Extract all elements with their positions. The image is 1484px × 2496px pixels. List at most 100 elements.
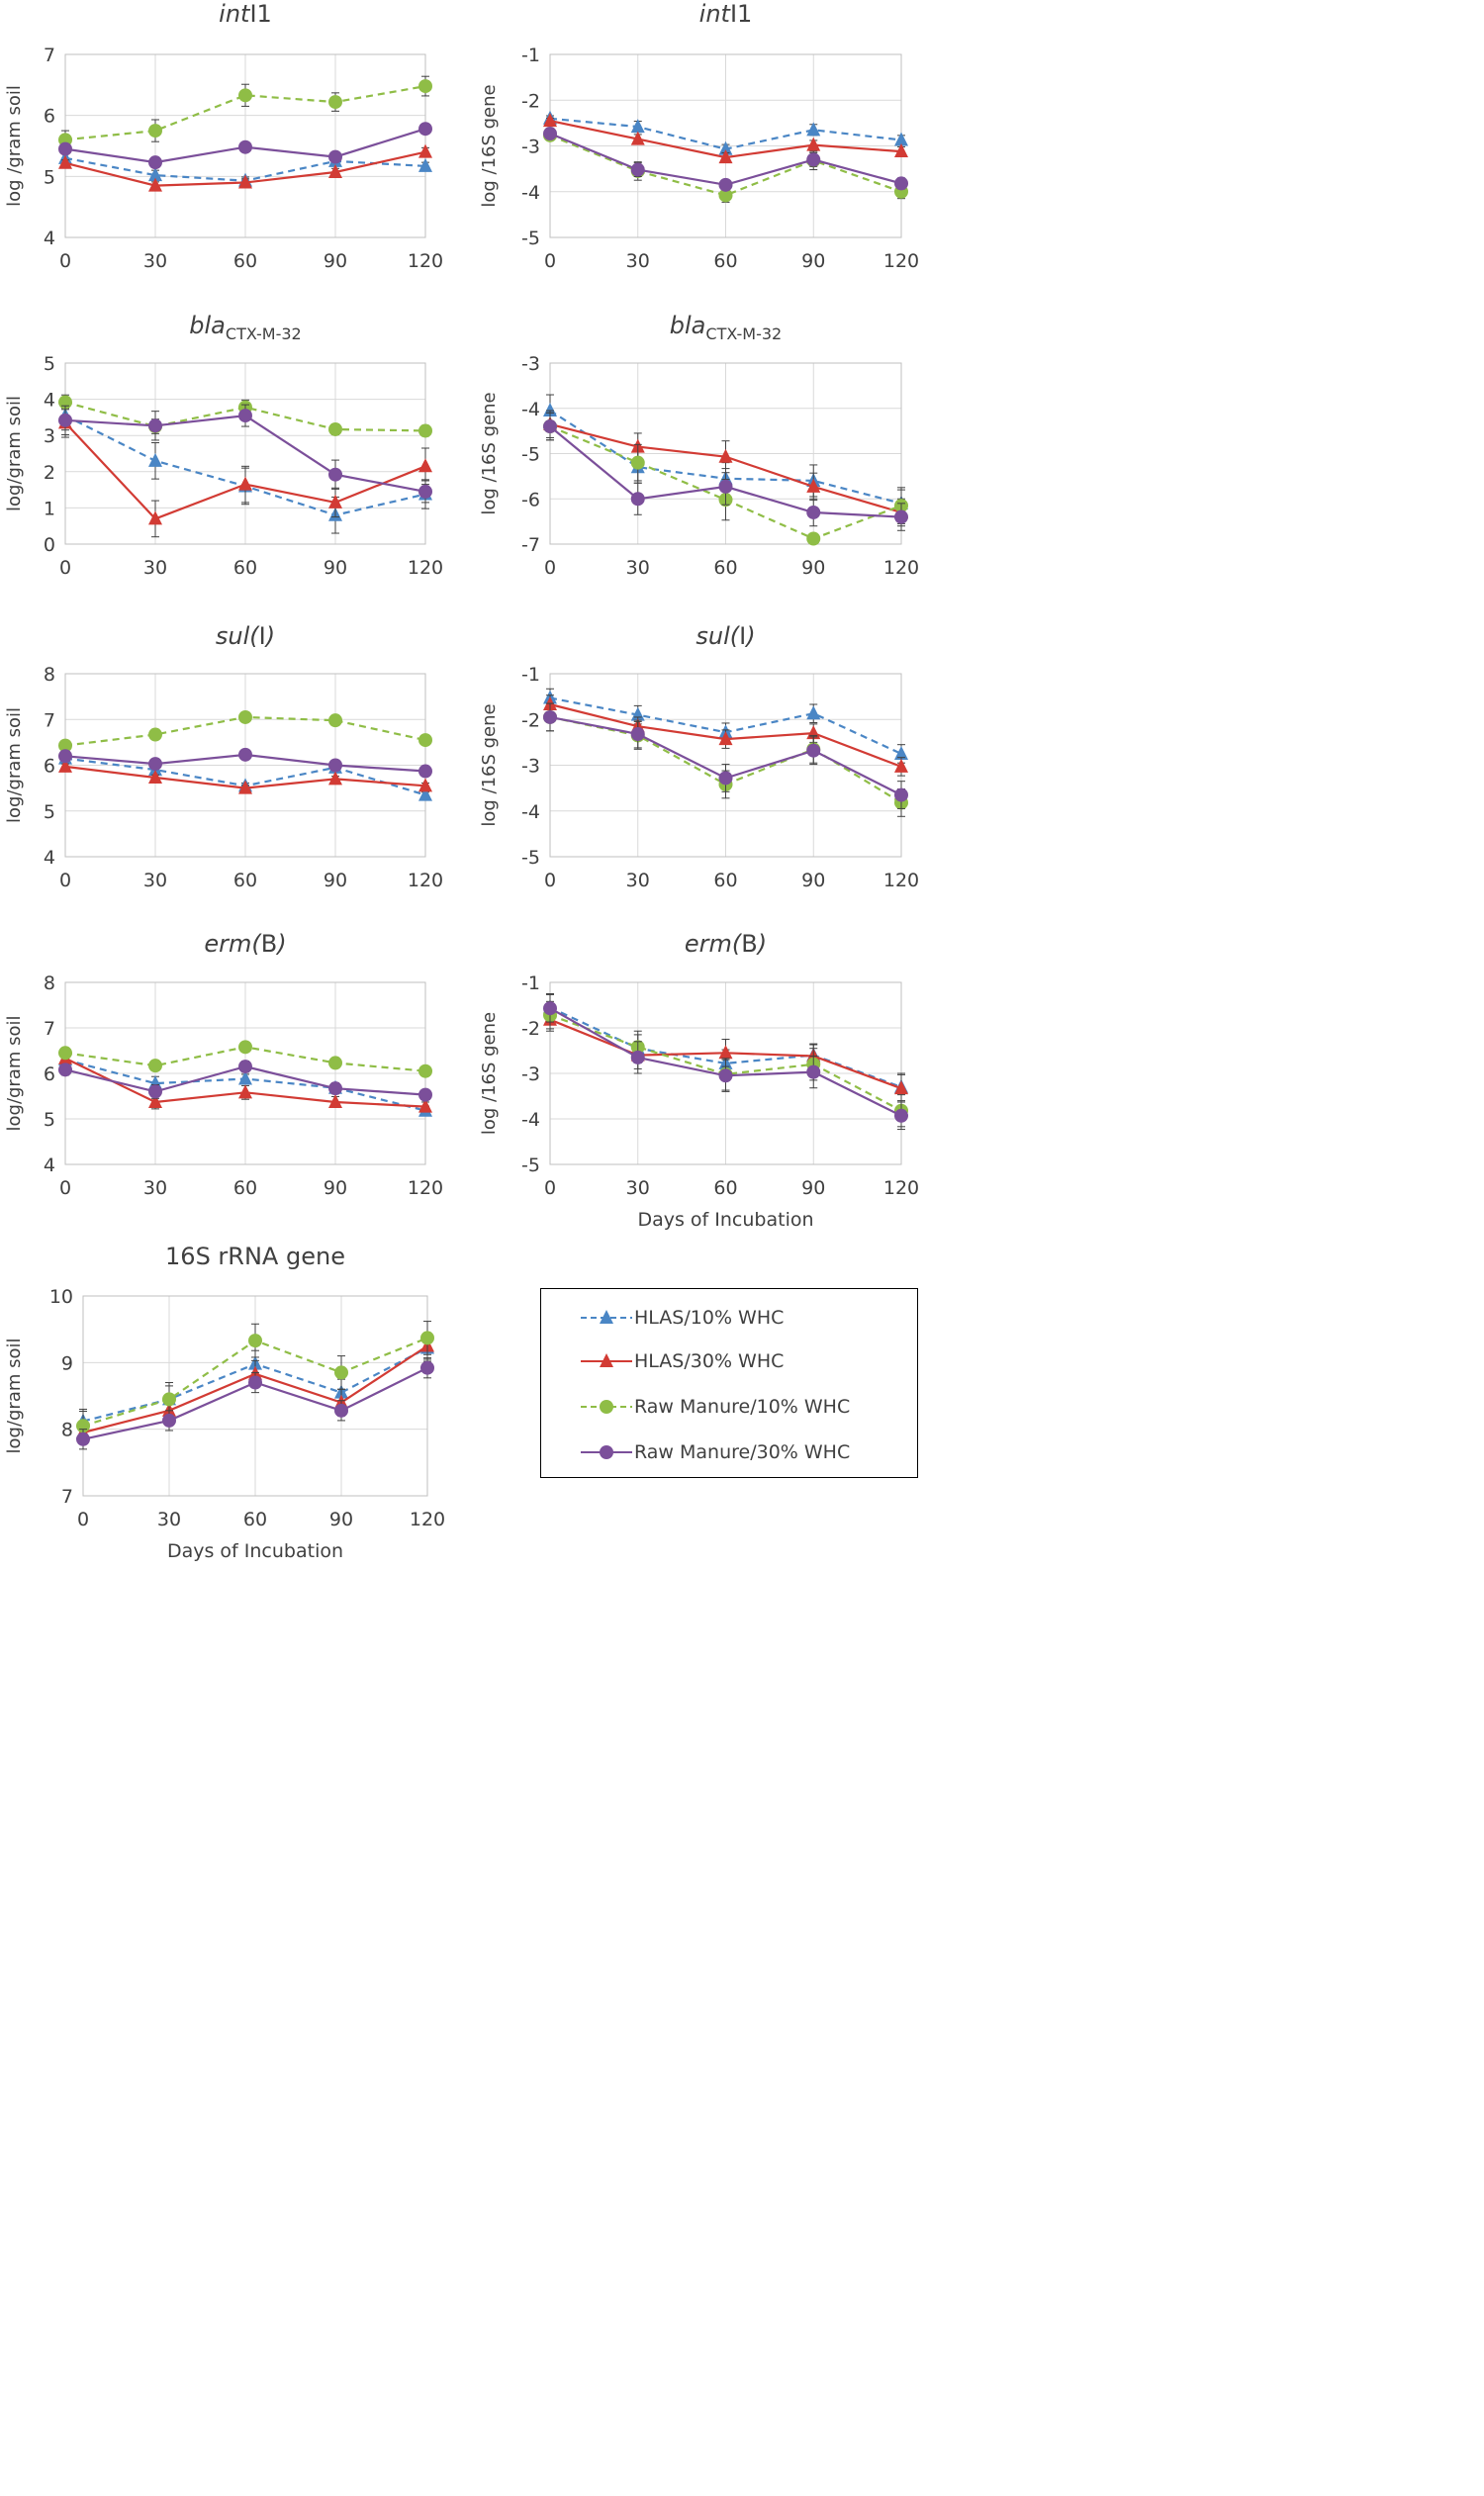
y-tick-label: 2 (44, 462, 55, 484)
series-raw-manure-10-whc (58, 1040, 432, 1078)
x-tick-label: 120 (408, 1177, 443, 1199)
y-tick-label: 4 (44, 1155, 55, 1176)
y-tick-label: -3 (521, 137, 540, 158)
circle-marker-icon (600, 1400, 613, 1414)
plot-frame (82, 1295, 428, 1497)
data-point (238, 88, 252, 103)
series-hlas-30-whc (58, 758, 432, 794)
data-point (543, 113, 557, 128)
chart-intl1-16s: 0 30 60 90 120 -5 -4 -3 -2 -1 log /16S gene intI1 (479, 0, 919, 272)
y-axis-label: log /16S gene (479, 1012, 500, 1135)
y-tick-label: -4 (521, 182, 540, 204)
y-tick-label: 4 (44, 847, 55, 869)
data-point (148, 769, 162, 784)
data-point (238, 1084, 252, 1099)
data-point (328, 421, 342, 436)
legend-item-hlas-30: HLAS/30% WHC (541, 1346, 917, 1376)
y-tick-label: -3 (521, 1063, 540, 1085)
chart-title-part: erm( (204, 930, 262, 958)
x-tick-label: 60 (233, 870, 257, 891)
x-tick-label: 120 (408, 557, 443, 579)
data-point (718, 177, 733, 192)
data-point (328, 1081, 342, 1096)
y-tick-label: -2 (521, 709, 540, 731)
series-raw-manure-30-whc (543, 993, 908, 1131)
y-tick-label: -4 (521, 399, 540, 420)
triangle-marker-icon (600, 1310, 613, 1324)
data-point (418, 1098, 432, 1113)
y-axis-label: log /16S gene (479, 84, 500, 207)
data-point (328, 771, 342, 786)
x-tick-label: 0 (77, 1509, 89, 1530)
data-point (148, 418, 162, 433)
data-point (718, 149, 733, 164)
data-point (248, 1375, 262, 1390)
chart-title-part: CTX-M-32 (705, 324, 782, 343)
x-tick-label: 0 (544, 870, 556, 891)
y-tick-label: -2 (521, 1018, 540, 1040)
data-point (418, 79, 432, 94)
chart-title: intI1 (699, 0, 753, 28)
y-tick-label: 6 (44, 756, 55, 778)
series-raw-manure-30-whc (58, 747, 432, 779)
data-point (238, 1070, 252, 1085)
data-point (328, 95, 342, 110)
x-tick-label: 0 (59, 557, 71, 579)
data-point (58, 154, 72, 169)
y-tick-label: -5 (521, 228, 540, 249)
legend-item-raw-10: Raw Manure/10% WHC (541, 1392, 917, 1422)
data-point (718, 771, 733, 786)
data-point (418, 458, 432, 473)
x-tick-label: 0 (544, 1177, 556, 1199)
x-tick-label: 0 (544, 557, 556, 579)
data-point (806, 531, 821, 546)
data-point (238, 174, 252, 189)
data-point (806, 705, 821, 720)
x-tick-label: 90 (801, 870, 825, 891)
data-point (418, 157, 432, 172)
x-tick-label: 90 (801, 1177, 825, 1199)
chart-sul-16s: 0 30 60 90 120 -5 -4 -3 -2 -1 log /16S gene sul(I) (479, 622, 919, 891)
y-tick-label: -5 (521, 1155, 540, 1176)
chart-title: intI1 (219, 0, 272, 28)
data-point (894, 509, 908, 524)
data-point (894, 745, 908, 760)
data-point (894, 176, 908, 191)
x-tick-label: 0 (59, 250, 71, 272)
data-point (420, 1360, 434, 1375)
x-tick-label: 0 (59, 1177, 71, 1199)
data-point (630, 455, 645, 470)
data-point (148, 1084, 162, 1099)
x-tick-label: 60 (243, 1509, 267, 1530)
chart-bla-16s: 0 30 60 90 120 -7 -6 -5 -4 -3 log /16S gene blaCTX-… (479, 312, 919, 579)
x-tick-label: 120 (410, 1509, 445, 1530)
chart-title-part: ) (756, 930, 767, 958)
y-tick-label: 4 (44, 228, 55, 249)
chart-title: blaCTX-M-32 (189, 312, 301, 343)
y-tick-label: 7 (61, 1486, 73, 1508)
chart-title-part: ) (275, 930, 286, 958)
data-point (418, 143, 432, 158)
data-point (58, 749, 72, 764)
data-point (894, 787, 908, 802)
x-tick-label: 90 (801, 557, 825, 579)
data-point (894, 1108, 908, 1123)
series-line (549, 1006, 902, 1088)
chart-sul-soil: 0 30 60 90 120 4 5 6 7 8 log/gram soil sul(I) (4, 622, 443, 891)
series-hlas-30-whc (543, 113, 908, 164)
series-line (64, 85, 426, 141)
y-axis-label: log /16S gene (479, 703, 500, 826)
data-point (148, 1059, 162, 1073)
y-tick-label: -3 (521, 353, 540, 375)
x-tick-label: 30 (143, 250, 167, 272)
chart-title-part: I (259, 622, 266, 650)
x-tick-label: 30 (157, 1509, 181, 1530)
x-tick-label: 0 (544, 250, 556, 272)
chart-erm-16s: 0 30 60 90 120 -5 -4 -3 -2 -1 log /16S gene Days of… (479, 930, 919, 1231)
chart-title-part: B (261, 930, 277, 958)
data-point (58, 141, 72, 156)
data-point (328, 164, 342, 179)
x-tick-label: 90 (801, 250, 825, 272)
data-point (543, 419, 557, 434)
